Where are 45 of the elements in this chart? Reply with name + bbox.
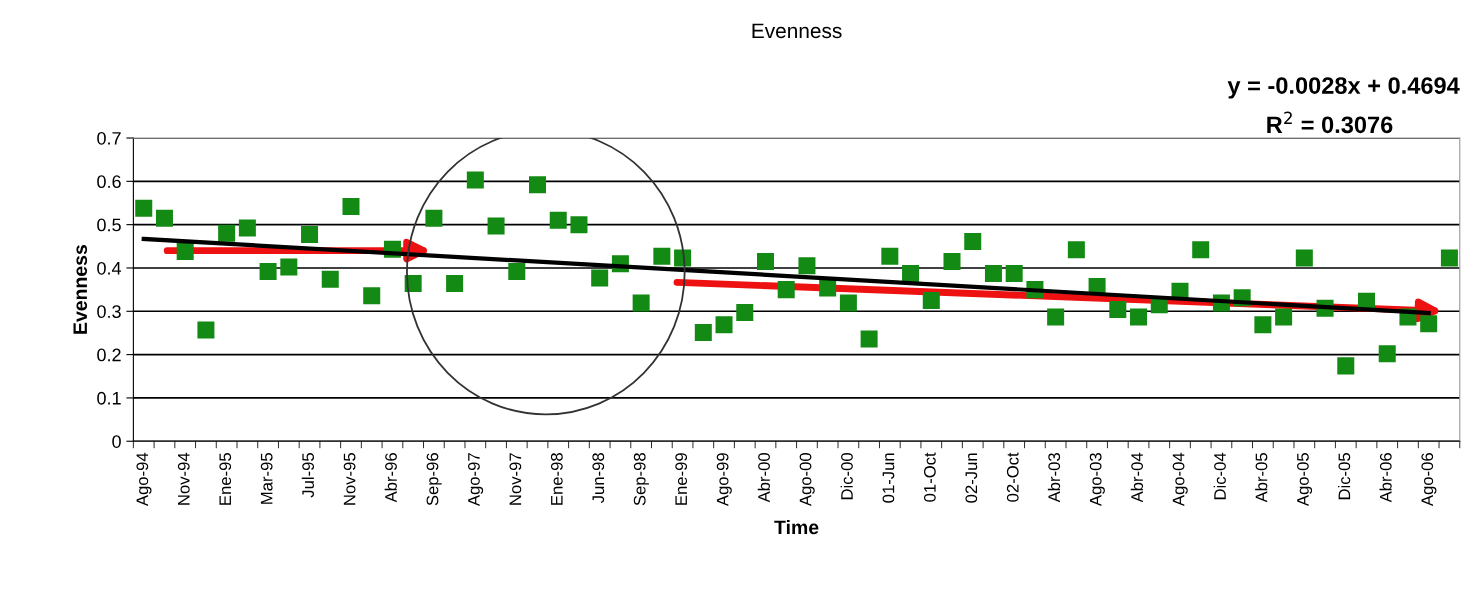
x-tick-label: Ago-97 <box>468 453 484 507</box>
x-tick-label: Ene-95 <box>219 453 232 505</box>
x-tick-label: Abr-06 <box>1379 453 1392 503</box>
y-tick-label: 0.3 <box>97 305 121 319</box>
x-tick-label: Nov-95 <box>343 453 356 505</box>
x-tick-label: Nov-97 <box>509 453 522 505</box>
x-tick-label: Ago-00 <box>799 453 815 507</box>
y-tick-label: 0.6 <box>97 175 121 189</box>
x-tick-label: Jul-95 <box>301 453 315 498</box>
x-tick-label: Dic-00 <box>840 453 853 500</box>
y-tick-label: 0.7 <box>97 131 121 145</box>
x-tick-label: Ago-04 <box>1172 452 1188 507</box>
x-tick-label: Sep-96 <box>426 453 442 506</box>
x-tick-label: Mar-95 <box>260 453 273 504</box>
text: y = -0.0028x + 0.4694 <box>1227 77 1460 99</box>
x-tick-label: Nov-94 <box>177 452 190 505</box>
x-tick-label: 02-Jun <box>965 453 978 503</box>
x-tick-label: Abr-04 <box>1130 452 1144 503</box>
y-tick-label: 0.1 <box>97 391 121 405</box>
x-tick-label: Dic-04 <box>1213 452 1226 500</box>
x-tick-label: Ago-05 <box>1297 453 1313 507</box>
y-axis-title: Evenness <box>73 245 88 334</box>
x-tick-label: Ene-99 <box>675 453 688 505</box>
x-tick-label: Ago-06 <box>1421 453 1437 507</box>
x-tick-label: Jun-98 <box>592 453 605 504</box>
x-axis-title: Time <box>774 519 819 535</box>
x-tick-label: Ago-99 <box>716 453 732 507</box>
x-tick-label: Ene-98 <box>550 453 563 505</box>
y-tick-label: 0.5 <box>97 218 121 232</box>
x-tick-label: 01-Oct <box>923 452 936 502</box>
text: R$^{2}$ = 0.3076 <box>1267 111 1393 134</box>
y-tick-label: 0.4 <box>97 261 122 275</box>
y-tick-label: 0.2 <box>97 348 121 362</box>
x-tick-label: 01-Jun <box>882 453 895 503</box>
x-tick-label: Dic-05 <box>1338 453 1351 500</box>
y-tick-label: 0 <box>112 435 121 448</box>
x-tick-label: Abr-03 <box>1047 453 1061 503</box>
x-tick-label: Sep-98 <box>633 453 649 506</box>
x-tick-label: Abr-96 <box>384 453 397 503</box>
chart-title: Evenness <box>752 23 842 39</box>
x-tick-label: Ago-03 <box>1089 453 1105 507</box>
x-tick-label: Ago-94 <box>136 452 152 507</box>
x-tick-label: 02-Oct <box>1006 452 1019 502</box>
x-tick-label: Abr-05 <box>1255 453 1268 503</box>
x-tick-label: Abr-00 <box>757 453 770 503</box>
